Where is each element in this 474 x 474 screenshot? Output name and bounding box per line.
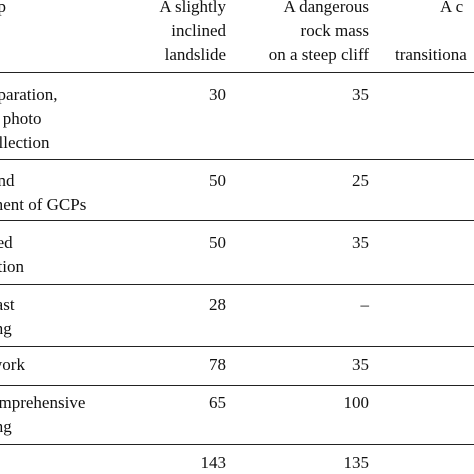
header-transitional-line3: transitiona xyxy=(395,45,467,64)
row4-label-line1: fast xyxy=(0,295,15,314)
row6-value-landslide: 65 xyxy=(209,393,226,412)
header-transitional-line1: A c xyxy=(440,0,464,16)
row1-label-line2: d photo xyxy=(0,109,42,128)
row5-rule xyxy=(0,385,474,386)
row1-rule xyxy=(0,159,474,160)
row4-rule xyxy=(0,346,474,347)
header-rule xyxy=(0,72,474,73)
row6-rule xyxy=(0,444,474,445)
header-step-label: ep xyxy=(0,0,7,16)
row3-value-landslide: 50 xyxy=(209,233,226,252)
row4-value-rockmass: – xyxy=(360,295,370,314)
row6-label-line1: omprehensive xyxy=(0,393,86,412)
header-rockmass-line3: on a steep cliff xyxy=(268,45,369,64)
row6-value-rockmass: 100 xyxy=(343,393,370,412)
row1-label-line1: eparation, xyxy=(0,85,58,104)
row2-rule xyxy=(0,220,474,221)
row5-value-landslide: 78 xyxy=(209,355,226,374)
header-rockmass-line2: rock mass xyxy=(300,21,369,40)
row4-value-landslide: 28 xyxy=(209,295,226,314)
row6-label-line2: ing xyxy=(0,417,12,436)
header-rockmass-line1: A dangerous xyxy=(283,0,369,16)
row3-value-rockmass: 35 xyxy=(352,233,369,252)
header-landslide-line1: A slightly xyxy=(159,0,226,16)
row4-label-line2: ing xyxy=(0,319,12,338)
row3-label-line2: ation xyxy=(0,257,24,276)
row2-value-landslide: 50 xyxy=(209,171,226,190)
row2-label-line1: and xyxy=(0,171,15,190)
row2-value-rockmass: 25 xyxy=(352,171,369,190)
row5-label-line1: work xyxy=(0,355,25,374)
header-landslide-line3: landslide xyxy=(164,45,226,64)
row7-value-rockmass: 135 xyxy=(343,453,370,472)
row7-value-landslide: 143 xyxy=(200,453,227,472)
row3-rule xyxy=(0,284,474,285)
row1-value-rockmass: 35 xyxy=(352,85,369,104)
row5-value-rockmass: 35 xyxy=(352,355,369,374)
row3-label-line1: sed xyxy=(0,233,13,252)
row1-value-landslide: 30 xyxy=(209,85,226,104)
header-landslide-line2: inclined xyxy=(171,21,226,40)
row2-label-line2: ment of GCPs xyxy=(0,195,87,214)
